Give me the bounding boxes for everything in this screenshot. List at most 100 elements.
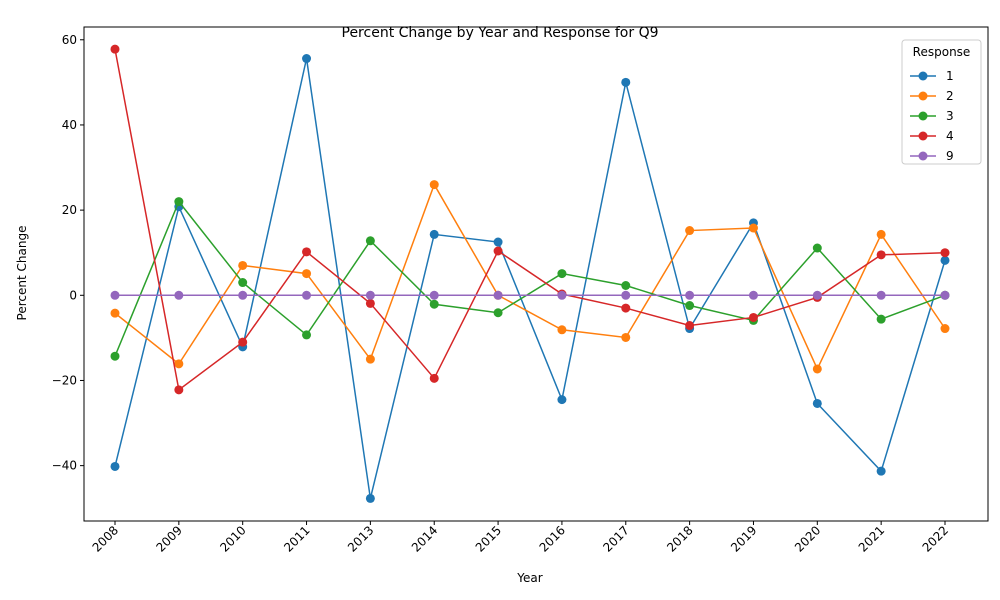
data-point [110, 290, 120, 300]
data-point [365, 354, 375, 364]
data-point [621, 77, 631, 87]
data-point [685, 290, 695, 300]
data-point [876, 314, 886, 324]
legend-item-4: 4 [910, 129, 954, 143]
legend-item-9: 9 [910, 149, 954, 163]
y-tick-label: 20 [62, 203, 77, 217]
data-point [876, 290, 886, 300]
data-point [812, 243, 822, 253]
data-point [365, 298, 375, 308]
series-4 [110, 44, 950, 395]
data-point [174, 385, 184, 395]
data-point [557, 290, 567, 300]
data-point [429, 373, 439, 383]
x-tick-label: 2015 [473, 523, 504, 554]
x-tick-label: 2019 [728, 523, 759, 554]
x-tick-label: 2011 [281, 523, 312, 554]
data-point [940, 290, 950, 300]
data-point [174, 290, 184, 300]
data-point [876, 229, 886, 239]
data-point [365, 236, 375, 246]
y-tick-label: 60 [62, 33, 77, 47]
legend-label: 3 [946, 109, 954, 123]
data-point [621, 280, 631, 290]
data-point [685, 301, 695, 311]
data-point [876, 466, 886, 476]
data-point [685, 321, 695, 331]
x-tick-label: 2008 [90, 523, 121, 554]
x-tick-label: 2013 [345, 523, 376, 554]
data-point [110, 308, 120, 318]
series-line-3 [114, 200, 946, 357]
data-point [493, 237, 503, 247]
y-tick-label: 40 [62, 118, 77, 132]
data-point [748, 312, 758, 322]
x-tick-label: 2022 [920, 523, 951, 554]
legend: Response 1 2 3 4 9 [901, 39, 982, 165]
data-point [302, 54, 312, 64]
y-tick-label: −20 [52, 373, 77, 387]
plot-frame [83, 26, 989, 522]
data-point [493, 308, 503, 318]
y-tick-label: 0 [69, 288, 77, 302]
x-tick-label: 2021 [856, 523, 887, 554]
data-point [429, 180, 439, 190]
data-point [557, 395, 567, 405]
data-point [557, 325, 567, 335]
series-line-1 [114, 58, 946, 499]
data-point [940, 324, 950, 334]
data-point [621, 303, 631, 313]
legend-swatch-marker [918, 111, 928, 121]
data-point [685, 226, 695, 236]
data-point [748, 223, 758, 233]
data-point [429, 229, 439, 239]
y-axis: −40 −20 0 20 40 60 [52, 33, 84, 473]
legend-item-3: 3 [910, 109, 954, 123]
data-point [493, 246, 503, 256]
data-point [302, 330, 312, 340]
legend-label: 4 [946, 129, 954, 143]
data-point [940, 248, 950, 258]
legend-label: 1 [946, 69, 954, 83]
data-point [621, 332, 631, 342]
series-3 [110, 197, 950, 361]
data-point [812, 290, 822, 300]
chart-title: Percent Change by Year and Response for … [342, 25, 659, 41]
legend-label: 2 [946, 89, 954, 103]
series-1 [110, 54, 950, 503]
data-point [876, 250, 886, 260]
x-tick-label: 2016 [537, 523, 568, 554]
data-point [365, 290, 375, 300]
data-point [940, 255, 950, 265]
data-point [493, 290, 503, 300]
data-point [238, 260, 248, 270]
data-point [174, 197, 184, 207]
y-tick-label: −40 [52, 459, 77, 473]
series-9 [110, 290, 950, 300]
data-point [748, 290, 758, 300]
legend-swatch-marker [918, 91, 928, 101]
legend-item-1: 1 [910, 69, 954, 83]
data-point [812, 364, 822, 374]
data-point [110, 351, 120, 361]
x-tick-label: 2010 [217, 523, 248, 554]
data-point [238, 290, 248, 300]
data-point [365, 493, 375, 503]
x-axis: 2008 2009 2010 2011 2013 2014 2015 2016 2017 2018… [90, 521, 951, 555]
x-tick-label: 2020 [792, 523, 823, 554]
x-tick-label: 2014 [409, 523, 440, 554]
x-tick-label: 2009 [153, 523, 184, 554]
data-point [621, 290, 631, 300]
data-point [174, 359, 184, 369]
series-line-4 [114, 49, 946, 392]
data-point [110, 461, 120, 471]
x-tick-label: 2018 [664, 523, 695, 554]
data-point [302, 269, 312, 279]
series-layer [110, 44, 950, 503]
data-point [429, 299, 439, 309]
x-axis-label: Year [516, 571, 542, 585]
data-point [238, 278, 248, 288]
legend-label: 9 [946, 149, 954, 163]
